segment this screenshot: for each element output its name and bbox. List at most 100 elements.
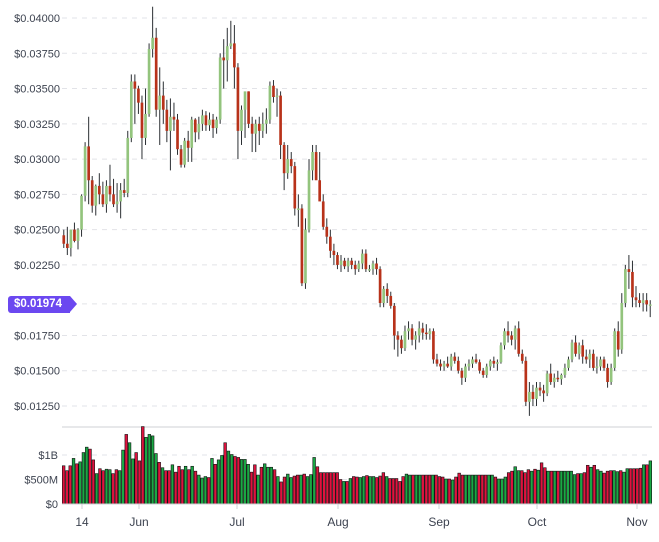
candle — [186, 140, 190, 148]
grid-lines — [62, 17, 652, 407]
volume-bar — [147, 434, 151, 505]
volume-bar — [111, 473, 115, 505]
volume-bar — [249, 471, 254, 505]
candle — [190, 119, 194, 148]
volume-bar — [619, 470, 623, 505]
volume-bar — [167, 470, 171, 505]
candle — [69, 229, 73, 248]
volume-bar — [164, 470, 168, 505]
volume-bar — [131, 458, 135, 505]
volume-bar — [299, 474, 303, 505]
candle — [403, 331, 407, 349]
candle — [222, 57, 226, 61]
candle — [350, 260, 354, 265]
candle — [83, 146, 87, 196]
candle — [261, 123, 265, 131]
volume-bar — [645, 464, 649, 505]
volume-bar — [187, 469, 191, 505]
candle — [471, 359, 474, 364]
candle — [407, 328, 410, 332]
volume-bar — [612, 470, 616, 505]
candle — [520, 353, 524, 361]
candle — [247, 91, 250, 124]
candle — [172, 116, 176, 120]
volume-bar — [114, 469, 119, 505]
candle — [375, 263, 378, 270]
volume-bar — [325, 472, 329, 505]
volume-bar — [625, 468, 629, 505]
volume-bar — [569, 470, 573, 505]
volume-bar — [272, 469, 277, 505]
candle — [154, 37, 158, 110]
candle — [357, 263, 361, 270]
volume-bar — [437, 476, 442, 505]
volume-bar — [572, 474, 577, 505]
volume-bar — [352, 476, 356, 505]
candle — [538, 387, 542, 391]
candle — [225, 46, 229, 61]
volume-bar — [394, 478, 399, 505]
volume-tick-label: $1B — [38, 450, 58, 462]
volume-bar — [632, 468, 636, 505]
candle — [254, 123, 258, 134]
x-tick-label: Oct — [528, 515, 547, 529]
volume-bar — [513, 466, 517, 505]
y-tick-label: $0.03000 — [14, 154, 60, 166]
volume-bar — [78, 461, 82, 505]
volume-bar — [269, 466, 273, 505]
volume-bar — [371, 476, 376, 505]
volume-bar — [460, 474, 465, 505]
candle — [517, 328, 521, 354]
volume-bar — [579, 473, 583, 505]
volume-bar — [599, 470, 603, 505]
volume-bar — [150, 435, 155, 505]
candle — [105, 185, 108, 205]
x-tick-label: Sep — [428, 515, 450, 529]
candle — [176, 119, 179, 150]
candle — [204, 115, 208, 126]
volume-tick-label: $0 — [46, 499, 58, 511]
candle — [90, 180, 94, 206]
candle — [496, 362, 499, 364]
candle — [595, 366, 599, 368]
volume-bar — [216, 459, 221, 505]
candle — [606, 367, 609, 383]
volume-bar — [602, 472, 606, 505]
candle — [382, 288, 385, 304]
candle — [297, 208, 300, 210]
candle — [115, 201, 119, 205]
volume-bar — [220, 455, 224, 505]
candle — [535, 387, 538, 399]
volume-bar — [279, 481, 283, 505]
volume-bar — [282, 476, 287, 505]
volume-bar — [635, 468, 639, 505]
volume-bar — [358, 477, 362, 505]
volume-bar — [490, 474, 494, 505]
candle — [268, 85, 272, 120]
candle — [353, 264, 357, 270]
volume-bar — [582, 472, 587, 505]
candle — [211, 119, 215, 129]
candle — [250, 123, 254, 134]
volume-bar — [483, 474, 488, 505]
candle — [485, 366, 489, 375]
y-tick-label: $0.02500 — [14, 225, 60, 237]
candle — [80, 195, 83, 230]
candle — [570, 342, 574, 360]
volume-bar — [289, 477, 293, 505]
candle — [396, 335, 400, 340]
candle — [304, 229, 307, 284]
candle — [634, 297, 638, 301]
volume-bar — [404, 473, 409, 505]
y-tick-label: $0.01750 — [14, 330, 60, 342]
volume-bar — [414, 474, 418, 505]
volume-bar — [398, 481, 402, 505]
candle — [243, 91, 247, 110]
candle — [289, 159, 293, 167]
candle — [556, 377, 560, 380]
volume-bar — [526, 469, 531, 505]
candle — [460, 370, 464, 378]
volume-bar — [648, 460, 652, 505]
volume-bar — [190, 465, 194, 505]
